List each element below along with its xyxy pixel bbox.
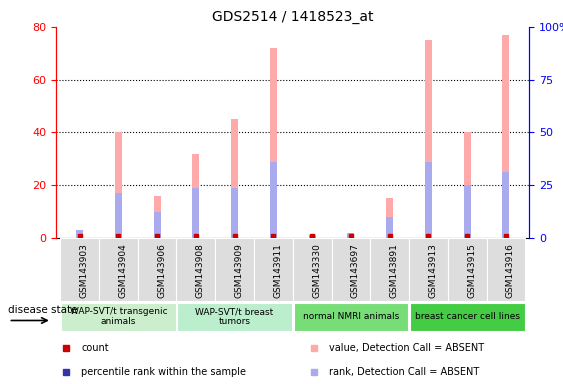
Bar xyxy=(231,188,238,238)
Bar xyxy=(61,303,176,331)
Bar xyxy=(386,217,393,238)
Text: WAP-SVT/t breast
tumors: WAP-SVT/t breast tumors xyxy=(195,307,274,326)
Bar xyxy=(309,235,316,238)
Bar xyxy=(332,238,370,301)
Text: GSM143697: GSM143697 xyxy=(351,243,360,298)
Bar xyxy=(347,233,354,238)
Bar xyxy=(270,162,277,238)
Text: WAP-SVT/t transgenic
animals: WAP-SVT/t transgenic animals xyxy=(69,307,167,326)
Bar xyxy=(176,238,215,301)
Bar xyxy=(138,238,176,301)
Text: value, Detection Call = ABSENT: value, Detection Call = ABSENT xyxy=(329,343,484,353)
Bar xyxy=(99,238,138,301)
Bar xyxy=(502,35,510,238)
Bar xyxy=(231,119,238,238)
Bar xyxy=(448,238,486,301)
Text: GSM143908: GSM143908 xyxy=(196,243,205,298)
Bar xyxy=(464,185,471,238)
Bar xyxy=(60,238,99,301)
Text: GSM143904: GSM143904 xyxy=(118,243,127,298)
Bar xyxy=(425,40,432,238)
Text: normal NMRI animals: normal NMRI animals xyxy=(303,312,399,321)
Text: disease state: disease state xyxy=(8,305,78,315)
Bar xyxy=(115,193,122,238)
Bar xyxy=(154,212,160,238)
Text: GSM143913: GSM143913 xyxy=(428,243,437,298)
Text: GSM143903: GSM143903 xyxy=(79,243,88,298)
Bar xyxy=(464,132,471,238)
Text: GSM143909: GSM143909 xyxy=(235,243,244,298)
Bar xyxy=(386,199,393,238)
Bar xyxy=(293,303,408,331)
Bar xyxy=(370,238,409,301)
Text: GSM143916: GSM143916 xyxy=(506,243,515,298)
Text: count: count xyxy=(81,343,109,353)
Bar xyxy=(486,238,525,301)
Bar xyxy=(115,132,122,238)
Bar xyxy=(177,303,292,331)
Bar xyxy=(193,188,199,238)
Bar xyxy=(254,238,293,301)
Bar xyxy=(410,303,525,331)
Bar xyxy=(193,154,199,238)
Bar xyxy=(154,196,160,238)
Text: GSM143330: GSM143330 xyxy=(312,243,321,298)
Bar xyxy=(215,238,254,301)
Text: percentile rank within the sample: percentile rank within the sample xyxy=(81,366,246,377)
Text: rank, Detection Call = ABSENT: rank, Detection Call = ABSENT xyxy=(329,366,479,377)
Bar xyxy=(425,162,432,238)
Bar xyxy=(293,238,332,301)
Text: GSM143911: GSM143911 xyxy=(274,243,283,298)
Text: GSM143915: GSM143915 xyxy=(467,243,476,298)
Bar xyxy=(270,48,277,238)
Bar xyxy=(76,230,83,238)
Bar xyxy=(502,172,510,238)
Title: GDS2514 / 1418523_at: GDS2514 / 1418523_at xyxy=(212,10,373,25)
Text: breast cancer cell lines: breast cancer cell lines xyxy=(415,312,520,321)
Text: GSM143891: GSM143891 xyxy=(390,243,399,298)
Text: GSM143906: GSM143906 xyxy=(157,243,166,298)
Bar xyxy=(409,238,448,301)
